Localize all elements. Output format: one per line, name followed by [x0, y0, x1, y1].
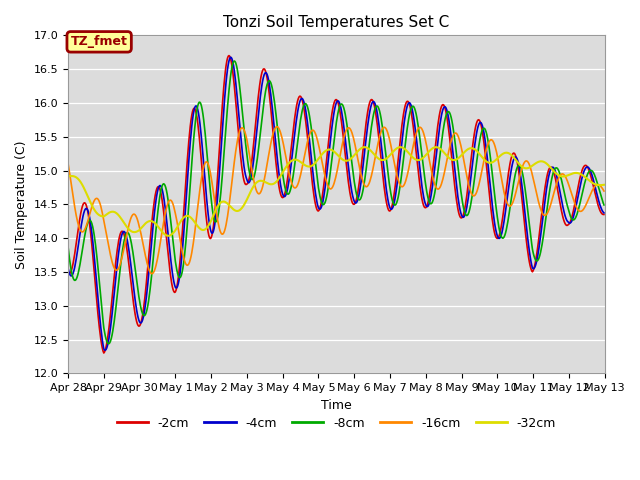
Text: TZ_fmet: TZ_fmet — [70, 36, 127, 48]
X-axis label: Time: Time — [321, 398, 352, 412]
Legend: -2cm, -4cm, -8cm, -16cm, -32cm: -2cm, -4cm, -8cm, -16cm, -32cm — [111, 412, 561, 435]
Y-axis label: Soil Temperature (C): Soil Temperature (C) — [15, 140, 28, 269]
Title: Tonzi Soil Temperatures Set C: Tonzi Soil Temperatures Set C — [223, 15, 449, 30]
